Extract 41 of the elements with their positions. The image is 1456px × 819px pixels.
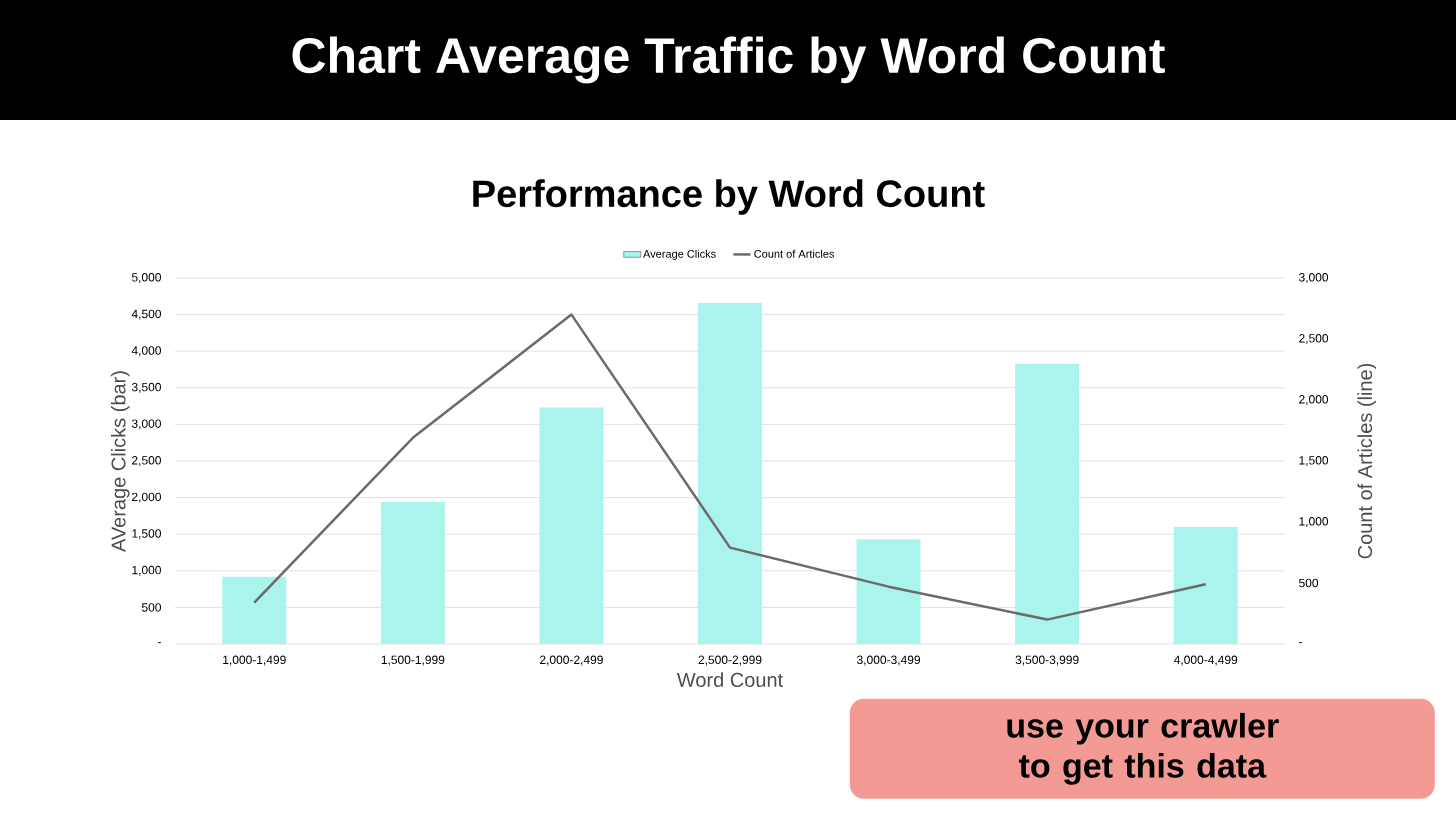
y-tick-label: 1,000 (132, 565, 161, 576)
x-tick-label: 3,500-3,999 (1015, 655, 1079, 666)
bar (222, 576, 287, 644)
chart-title: Chart Average Traffic by Word Count (292, 36, 1165, 84)
y2-tick-label: - (1299, 642, 1302, 644)
y2-axis-title: Count of Articles (line) (1357, 363, 1377, 559)
y-tick-label: 4,000 (131, 346, 161, 357)
legend-label: Average Clicks (643, 249, 716, 260)
bar (539, 407, 604, 644)
x-axis-title: Word Count (676, 672, 783, 687)
y2-tick-label: 2,500 (1299, 334, 1329, 344)
y-tick-label: 5,000 (131, 273, 161, 283)
text: use your crawler to get this data (1007, 712, 1279, 785)
y-tick-label: 3,000 (131, 419, 161, 430)
x-tick-label: 1,500-1,999 (381, 655, 445, 666)
bar (856, 539, 921, 644)
x-tick-label: 1,000-1,499 (223, 655, 286, 666)
y-tick-label: 3,500 (131, 382, 161, 393)
y-tick-label: - (158, 642, 161, 644)
legend-label: Count of Articles (754, 249, 835, 258)
y-tick-label: 2,000 (132, 492, 161, 503)
y2-tick-label: 2,000 (1299, 395, 1329, 405)
chart-subtitle: Performance by Word Count (473, 179, 985, 215)
x-tick-label: 2,500-2,999 (698, 655, 762, 666)
y-tick-label: 2,500 (132, 456, 161, 466)
y-tick-label: 1,500 (132, 529, 161, 540)
y2-tick-label: 1,500 (1299, 456, 1329, 466)
y2-tick-label: 500 (1299, 578, 1319, 588)
bar (1015, 363, 1080, 644)
bar (1173, 526, 1238, 644)
y-tick-label: 500 (141, 603, 161, 612)
y2-tick-label: 1,000 (1299, 517, 1329, 527)
x-tick-label: 3,000-3,499 (857, 655, 921, 666)
y-tick-label: 4,500 (131, 309, 161, 320)
bar (698, 302, 762, 644)
line-series (253, 313, 1207, 621)
bar (380, 501, 445, 644)
x-tick-label: 2,000-2,499 (540, 655, 603, 666)
y2-tick-label: 3,000 (1298, 273, 1329, 283)
y-axis-title: AVerage Clicks (bar) (110, 371, 130, 552)
x-tick-label: 4,000-4,499 (1173, 655, 1238, 666)
